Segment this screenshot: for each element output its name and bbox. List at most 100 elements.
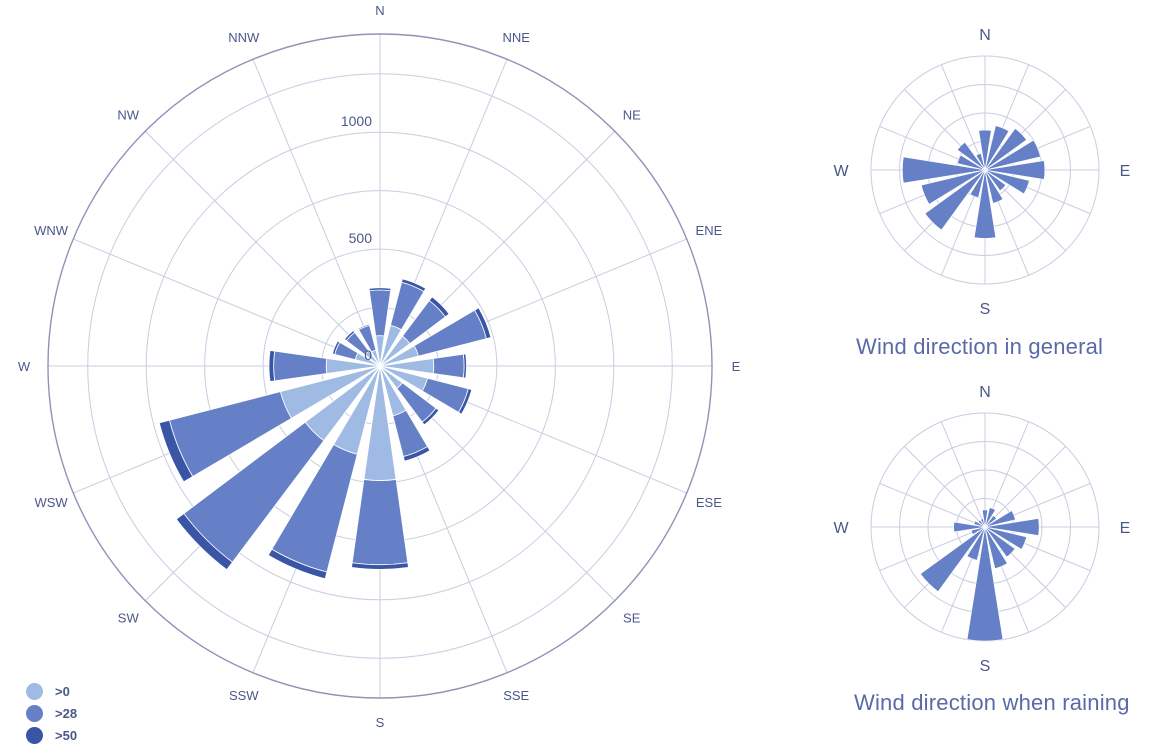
radial-tick-label: 0	[364, 347, 372, 363]
bar[interactable]	[984, 510, 1016, 528]
bar[interactable]	[978, 129, 992, 171]
direction-label: SE	[623, 611, 641, 626]
bar-segment[interactable]	[357, 323, 370, 331]
bar[interactable]	[984, 169, 1004, 204]
direction-label: NNW	[228, 30, 260, 45]
grid-spoke	[73, 238, 381, 367]
radial-tick-label: 500	[349, 230, 373, 246]
bar[interactable]	[984, 526, 1008, 569]
direction-label: WNW	[34, 223, 69, 238]
bar-segment[interactable]	[428, 296, 450, 318]
main-wind-rose: 0 500 1000 N NNE NE ENE E ESE SE SSE S SSW SW WSW W WNW N…	[18, 3, 741, 730]
caption-general: Wind direction in general	[856, 334, 1104, 359]
bar[interactable]	[984, 526, 1016, 558]
rain-wind-rose: N E S W	[833, 384, 1130, 675]
outer-ring	[47, 33, 713, 699]
grid-spoke	[252, 59, 381, 367]
bar-segment[interactable]	[462, 353, 467, 379]
bar-segment[interactable]	[368, 289, 392, 337]
bar[interactable]	[977, 519, 986, 528]
bar[interactable]	[984, 507, 996, 528]
grid-spoke	[879, 482, 986, 528]
bar-segment[interactable]	[402, 445, 431, 462]
cardinal-label: W	[833, 520, 849, 537]
bar[interactable]	[970, 526, 986, 535]
radial-tick-label: 1000	[341, 113, 372, 129]
bar[interactable]	[984, 160, 1046, 180]
direction-label: NNE	[503, 30, 531, 45]
direction-label: W	[18, 359, 31, 374]
bar[interactable]	[966, 526, 986, 561]
bar-segment[interactable]	[351, 478, 409, 566]
bar-segment[interactable]	[421, 407, 440, 426]
grid-spoke	[984, 446, 1066, 528]
bar[interactable]	[984, 128, 1027, 171]
direction-label: SSE	[503, 688, 529, 703]
bar-segment[interactable]	[175, 513, 233, 571]
legend-item[interactable]: >50	[26, 724, 77, 746]
direction-label: ESE	[696, 495, 722, 510]
legend: >0 >28 >50	[26, 680, 77, 746]
direction-label: SSW	[229, 688, 259, 703]
grid-spoke	[904, 446, 986, 528]
bar[interactable]	[919, 526, 986, 593]
legend-swatch	[26, 726, 43, 744]
bar-segment[interactable]	[432, 353, 465, 379]
bar-segment[interactable]	[368, 287, 392, 292]
grid-spoke	[940, 64, 986, 171]
legend-item[interactable]: >0	[26, 680, 77, 702]
bar[interactable]	[984, 518, 1040, 536]
bar[interactable]	[973, 169, 997, 239]
bar-segment[interactable]	[273, 350, 328, 382]
bar[interactable]	[984, 125, 1010, 171]
bar[interactable]	[984, 169, 1030, 195]
direction-label: NE	[623, 107, 641, 122]
cardinal-label: E	[1120, 520, 1131, 537]
bar[interactable]	[984, 169, 1007, 192]
grid-spoke	[879, 526, 986, 572]
bar-segment[interactable]	[379, 358, 435, 374]
bar-segment[interactable]	[457, 388, 473, 415]
direction-label: ENE	[696, 223, 723, 238]
bar-segment[interactable]	[474, 307, 492, 340]
legend-item[interactable]: >28	[26, 702, 77, 724]
bar-segment[interactable]	[343, 329, 356, 342]
cardinal-label: E	[1120, 163, 1131, 180]
bar[interactable]	[956, 154, 986, 171]
direction-label: S	[376, 715, 385, 730]
cardinal-label: W	[833, 163, 849, 180]
bar[interactable]	[984, 515, 997, 528]
bar[interactable]	[973, 520, 986, 528]
legend-label: >28	[55, 705, 78, 721]
bar[interactable]	[984, 139, 1041, 171]
bar[interactable]	[902, 156, 986, 184]
bar[interactable]	[975, 153, 986, 171]
bar[interactable]	[980, 518, 986, 528]
grid-spoke	[940, 421, 986, 528]
bar[interactable]	[969, 169, 986, 199]
bar[interactable]	[924, 169, 986, 231]
bar-segment[interactable]	[268, 349, 276, 383]
direction-label: E	[732, 359, 741, 374]
bar-segment[interactable]	[351, 562, 409, 570]
legend-label: >0	[55, 683, 70, 699]
general-wind-rose: N E S W	[833, 27, 1130, 318]
direction-label: WSW	[34, 495, 68, 510]
cardinal-label: N	[979, 384, 991, 401]
bar-segment[interactable]	[401, 278, 427, 293]
bar-segment[interactable]	[158, 419, 194, 483]
bar[interactable]	[956, 141, 986, 171]
bar[interactable]	[966, 526, 1004, 642]
bar-segment[interactable]	[267, 548, 328, 580]
grid-spoke	[144, 130, 381, 367]
bar[interactable]	[984, 526, 1027, 550]
bar[interactable]	[920, 169, 986, 205]
bar-segment[interactable]	[331, 340, 341, 355]
cardinal-label: S	[980, 658, 991, 675]
bar[interactable]	[953, 521, 986, 533]
bar[interactable]	[981, 509, 989, 528]
legend-swatch	[26, 704, 43, 722]
caption-rain: Wind direction when raining	[854, 690, 1130, 715]
legend-swatch	[26, 682, 43, 700]
